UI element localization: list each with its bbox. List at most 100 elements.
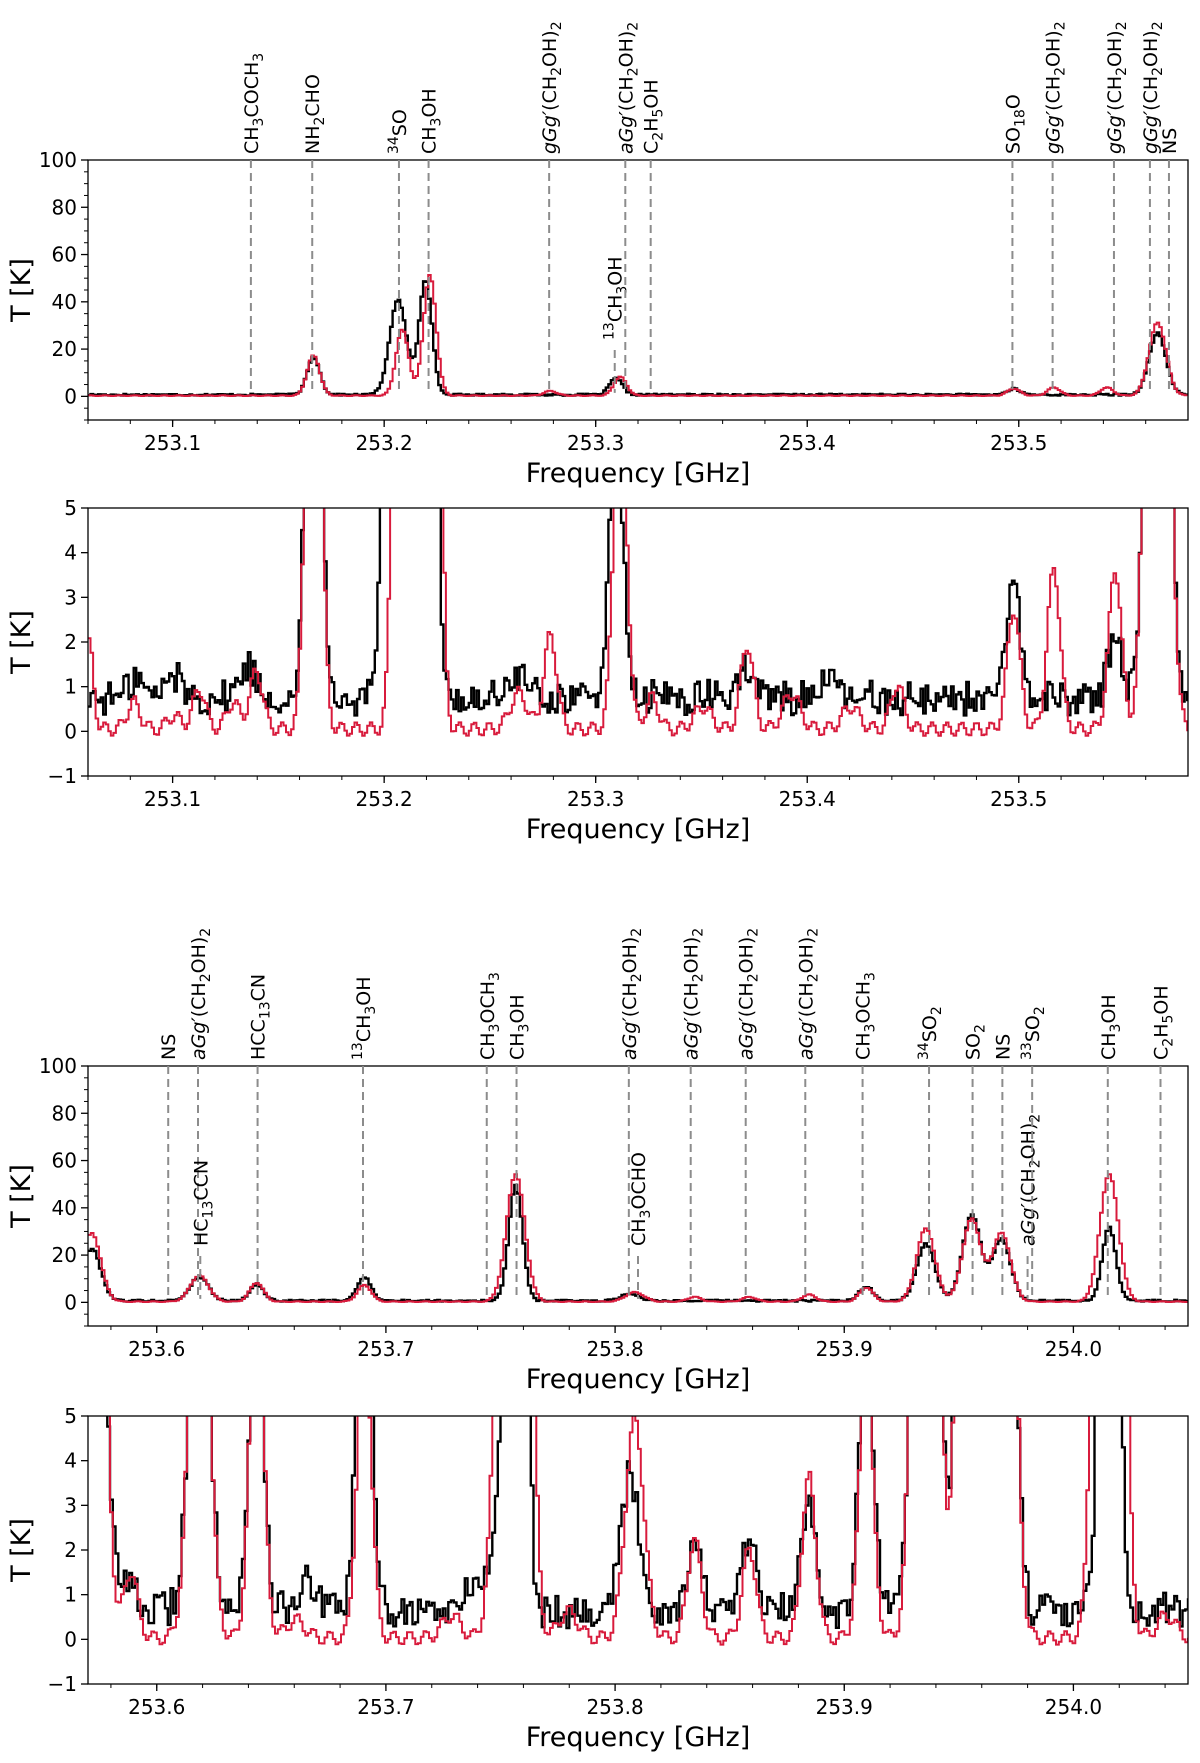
x-tick-label: 253.1 <box>144 431 201 455</box>
y-tick-label: 0 <box>64 1627 77 1651</box>
y-tick-label: 2 <box>64 1538 77 1562</box>
line-marker-label: aGg′(CH2OH)2​ <box>1018 1114 1044 1246</box>
x-tick-label: 253.2 <box>356 787 413 811</box>
x-tick-label: 253.4 <box>779 787 836 811</box>
x-tick-label: 254.0 <box>1045 1695 1102 1719</box>
panel-upper-overview: 253.1 253.2 253.3 253.4 253.5 0 20 40 60 80 100 Fre… <box>6 21 1189 489</box>
line-marker-label: NS <box>158 1034 180 1060</box>
line-marker-label: gGg′(CH2OH)2​ <box>539 21 565 154</box>
x-axis-title: Frequency [GHz] <box>526 458 751 489</box>
line-marker-label: gGg′(CH2OH)2​ <box>1104 21 1130 154</box>
x-tick-label: 253.9 <box>816 1695 873 1719</box>
y-tick-label: 20 <box>52 1243 77 1267</box>
y-tick-label: 1 <box>64 675 77 699</box>
line-marker-label: gGg′(CH2OH)2​ <box>1043 21 1069 154</box>
y-tick-label: 1 <box>64 1583 77 1607</box>
line-marker-label: NS <box>992 1034 1014 1060</box>
line-marker-label: 34SO <box>386 109 411 154</box>
line-marker-label: HC13CCN <box>190 1160 216 1246</box>
line-marker-label: SO18O <box>1002 94 1028 154</box>
x-tick-label: 253.6 <box>128 1695 185 1719</box>
y-tick-label: 60 <box>52 1149 77 1173</box>
y-tick-label: 60 <box>52 243 77 267</box>
line-marker-label: CH3OH <box>1098 994 1124 1060</box>
line-marker-label: CH3OH <box>419 88 445 154</box>
y-tick-label: 0 <box>64 1290 77 1314</box>
x-tick-label: 253.5 <box>990 431 1047 455</box>
y-tick-label: 4 <box>64 541 77 565</box>
line-marker-label: CH3OH <box>507 994 533 1060</box>
x-axis-title: Frequency [GHz] <box>526 814 751 845</box>
line-marker-label: aGg′(CH2OH)2​ <box>619 928 645 1060</box>
y-tick-label: 5 <box>64 496 77 520</box>
y-tick-label: 40 <box>52 290 77 314</box>
x-tick-label: 253.5 <box>990 787 1047 811</box>
x-tick-label: 253.4 <box>779 431 836 455</box>
x-tick-label: 253.6 <box>128 1337 185 1361</box>
x-tick-label: 254.0 <box>1045 1337 1102 1361</box>
x-tick-label: 253.8 <box>586 1337 643 1361</box>
line-marker-label: NS <box>1159 128 1181 154</box>
series-model-line <box>88 1173 1188 1303</box>
x-tick-label: 253.9 <box>816 1337 873 1361</box>
line-marker-label: CH3OCH3​ <box>853 972 879 1060</box>
panel-upper-zoom: 253.1 253.2 253.3 253.4 253.5 −1 0 1 2 3 4 5 Frequen… <box>6 496 1189 845</box>
y-tick-label: 3 <box>64 585 77 609</box>
y-tick-label: 5 <box>64 1404 77 1428</box>
line-marker-label: 13CH3OH <box>602 256 631 340</box>
line-marker-label: aGg′(CH2OH)2​ <box>795 928 821 1060</box>
x-tick-label: 253.8 <box>586 1695 643 1719</box>
y-tick-label: 2 <box>64 630 77 654</box>
x-axis-title: Frequency [GHz] <box>526 1722 751 1753</box>
series-observed-line <box>106 1416 1188 1630</box>
y-tick-label: −1 <box>48 764 77 788</box>
y-axis-title: T [K] <box>6 258 37 323</box>
line-marker-label: CH3OCHO <box>628 1152 654 1246</box>
line-marker-label: 33SO2​ <box>1019 1006 1048 1060</box>
x-tick-label: 253.2 <box>356 431 413 455</box>
line-marker-label: aGg′(CH2OH)2​ <box>615 22 641 154</box>
series-model-line <box>109 1416 1188 1646</box>
y-tick-label: 3 <box>64 1493 77 1517</box>
line-marker-label: aGg′(CH2OH)2​ <box>188 928 214 1060</box>
y-tick-label: 100 <box>39 1054 77 1078</box>
y-tick-label: 0 <box>64 384 77 408</box>
line-marker-label: gGg′(CH2OH)2​ <box>1140 21 1166 154</box>
line-marker-label: CH3OCH3​ <box>477 972 503 1060</box>
y-axis-title: T [K] <box>6 1518 37 1583</box>
line-marker-label: NH2CHO <box>302 74 328 154</box>
line-marker-label: CH3COCH3​ <box>241 53 267 154</box>
panel-lower-overview: 253.6 253.7 253.8 253.9 254.0 0 20 40 60 80 100 Fre… <box>6 928 1189 1395</box>
line-marker-label: aGg′(CH2OH)2​ <box>736 928 762 1060</box>
y-tick-label: 80 <box>52 195 77 219</box>
y-tick-label: 80 <box>52 1101 77 1125</box>
line-marker-label: C2H5OH <box>1151 985 1177 1060</box>
line-marker-label: SO2​ <box>963 1024 989 1060</box>
series-observed-line <box>88 280 1188 397</box>
y-tick-label: −1 <box>48 1672 77 1696</box>
y-tick-label: 0 <box>64 719 77 743</box>
line-marker-label: 13CH3OH <box>350 976 379 1060</box>
x-tick-label: 253.1 <box>144 787 201 811</box>
series-model-line <box>88 274 1188 397</box>
series-model-line <box>88 508 1188 737</box>
line-marker-label: HCC13CN <box>248 974 274 1060</box>
line-marker-label: 34SO2​ <box>916 1006 945 1060</box>
x-tick-label: 253.3 <box>567 431 624 455</box>
y-tick-label: 4 <box>64 1449 77 1473</box>
x-tick-label: 253.7 <box>357 1695 414 1719</box>
x-tick-label: 253.7 <box>357 1337 414 1361</box>
y-tick-label: 20 <box>52 337 77 361</box>
plot-frame <box>87 507 1189 777</box>
panel-lower-zoom: 253.6 253.7 253.8 253.9 254.0 −1 0 1 2 3 4 5 Frequen… <box>6 1404 1189 1753</box>
plot-frame <box>87 159 1189 421</box>
x-tick-label: 253.3 <box>567 787 624 811</box>
line-marker-label: aGg′(CH2OH)2​ <box>681 928 707 1060</box>
y-axis-title: T [K] <box>6 1164 37 1229</box>
y-tick-label: 40 <box>52 1196 77 1220</box>
x-axis-title: Frequency [GHz] <box>526 1364 751 1395</box>
line-marker-label: C2H5OH <box>641 79 667 154</box>
y-tick-label: 100 <box>39 148 77 172</box>
y-axis-title: T [K] <box>6 610 37 675</box>
